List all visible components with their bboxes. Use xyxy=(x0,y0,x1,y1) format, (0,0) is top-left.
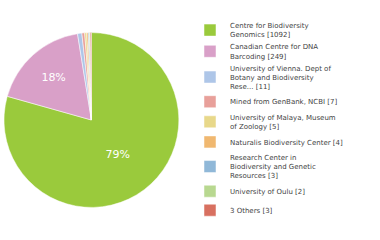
svg-text:University of Vienna. Dept ofB: University of Vienna. Dept ofBotany and … xyxy=(230,65,331,91)
svg-text:Naturalis Biodiversity Center: Naturalis Biodiversity Center [4] xyxy=(230,139,343,147)
svg-text:University of Malaya, Museumof: University of Malaya, Museumof Zoology [… xyxy=(230,114,336,131)
svg-text:18%: 18% xyxy=(41,71,65,84)
svg-text:Canadian Centre for DNABarcodi: Canadian Centre for DNABarcoding [249] xyxy=(230,43,318,60)
svg-text:79%: 79% xyxy=(106,148,130,161)
svg-text:Research Center inBiodiversity: Research Center inBiodiversity and Genet… xyxy=(230,154,316,180)
svg-text:Mined from GenBank, NCBI [7]: Mined from GenBank, NCBI [7] xyxy=(230,98,338,106)
svg-text:3 Others [3]: 3 Others [3] xyxy=(230,207,273,215)
svg-text:Centre for BiodiversityGenomic: Centre for BiodiversityGenomics [1092] xyxy=(230,22,309,39)
svg-text:University of Oulu [2]: University of Oulu [2] xyxy=(230,188,305,196)
